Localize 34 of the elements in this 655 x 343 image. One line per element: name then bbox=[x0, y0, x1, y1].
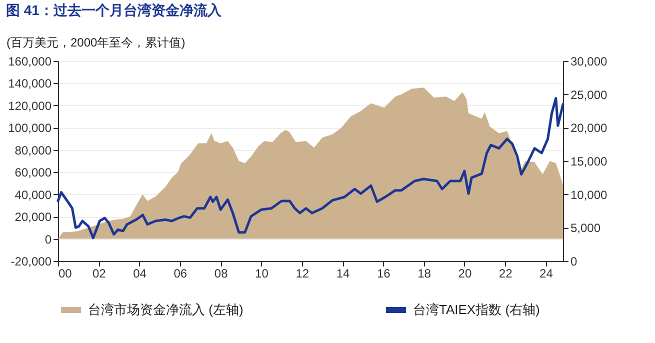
y2-tick-label: 10,000 bbox=[570, 188, 608, 202]
y-tick-label: 60,000 bbox=[14, 166, 52, 180]
y-tick-label: 40,000 bbox=[14, 188, 52, 202]
x-tick-label: 10 bbox=[255, 266, 269, 280]
y-tick-label: 0 bbox=[44, 232, 52, 246]
x-tick-label: 22 bbox=[498, 266, 513, 280]
y-tick-label: 20,000 bbox=[14, 210, 52, 224]
legend-label: 台湾市场资金净流入 (左轴) bbox=[88, 302, 244, 317]
x-tick-label: 00 bbox=[58, 266, 72, 280]
x-tick-label: 16 bbox=[376, 266, 391, 280]
y-tick-label: 120,000 bbox=[8, 98, 52, 113]
x-tick-label: 08 bbox=[214, 266, 228, 280]
y2-tick-label: 0 bbox=[570, 254, 578, 268]
y2-tick-label: 30,000 bbox=[570, 54, 608, 68]
x-tick-label: 04 bbox=[133, 266, 147, 280]
chart-title: 图 41：过去一个月台湾资金净流入 bbox=[6, 2, 222, 18]
y-tick-label: 100,000 bbox=[8, 121, 52, 136]
x-tick-label: 20 bbox=[458, 266, 472, 280]
x-tick-label: 18 bbox=[418, 266, 432, 280]
legend-label: 台湾TAIEX指数 (右轴) bbox=[413, 302, 540, 317]
x-tick-label: 06 bbox=[174, 266, 188, 280]
y2-tick-label: 20,000 bbox=[570, 121, 608, 136]
x-tick-label: 02 bbox=[92, 266, 106, 280]
x-tick-label: 14 bbox=[336, 266, 350, 280]
y-tick-label: 80,000 bbox=[14, 143, 52, 158]
y-tick-label: 160,000 bbox=[8, 54, 52, 68]
y-tick-label: 140,000 bbox=[8, 76, 52, 91]
x-tick-label: 24 bbox=[540, 266, 554, 280]
y-axis-title: (百万美元，2000年至今，累计值) bbox=[6, 36, 186, 50]
y-tick-label: -20,000 bbox=[10, 254, 52, 268]
y2-tick-label: 5,000 bbox=[570, 221, 601, 236]
y2-tick-label: 25,000 bbox=[570, 88, 608, 102]
x-tick-label: 12 bbox=[296, 266, 310, 280]
y2-tick-label: 15,000 bbox=[570, 154, 608, 168]
